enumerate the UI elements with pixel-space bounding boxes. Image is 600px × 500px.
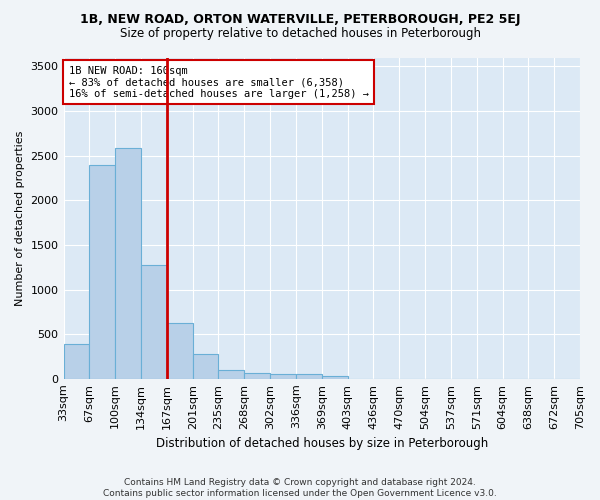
- Text: Size of property relative to detached houses in Peterborough: Size of property relative to detached ho…: [119, 28, 481, 40]
- Bar: [244, 374, 270, 379]
- Bar: [115, 148, 141, 379]
- Bar: [141, 266, 167, 379]
- Bar: [270, 374, 296, 379]
- Bar: [64, 344, 89, 379]
- Bar: [167, 322, 193, 379]
- Bar: [296, 374, 322, 379]
- Bar: [89, 166, 115, 379]
- Bar: [322, 376, 347, 379]
- Y-axis label: Number of detached properties: Number of detached properties: [15, 130, 25, 306]
- X-axis label: Distribution of detached houses by size in Peterborough: Distribution of detached houses by size …: [155, 437, 488, 450]
- Text: 1B, NEW ROAD, ORTON WATERVILLE, PETERBOROUGH, PE2 5EJ: 1B, NEW ROAD, ORTON WATERVILLE, PETERBOR…: [80, 12, 520, 26]
- Bar: [193, 354, 218, 379]
- Text: 1B NEW ROAD: 160sqm
← 83% of detached houses are smaller (6,358)
16% of semi-det: 1B NEW ROAD: 160sqm ← 83% of detached ho…: [69, 66, 369, 98]
- Text: Contains HM Land Registry data © Crown copyright and database right 2024.
Contai: Contains HM Land Registry data © Crown c…: [103, 478, 497, 498]
- Bar: [218, 370, 244, 379]
